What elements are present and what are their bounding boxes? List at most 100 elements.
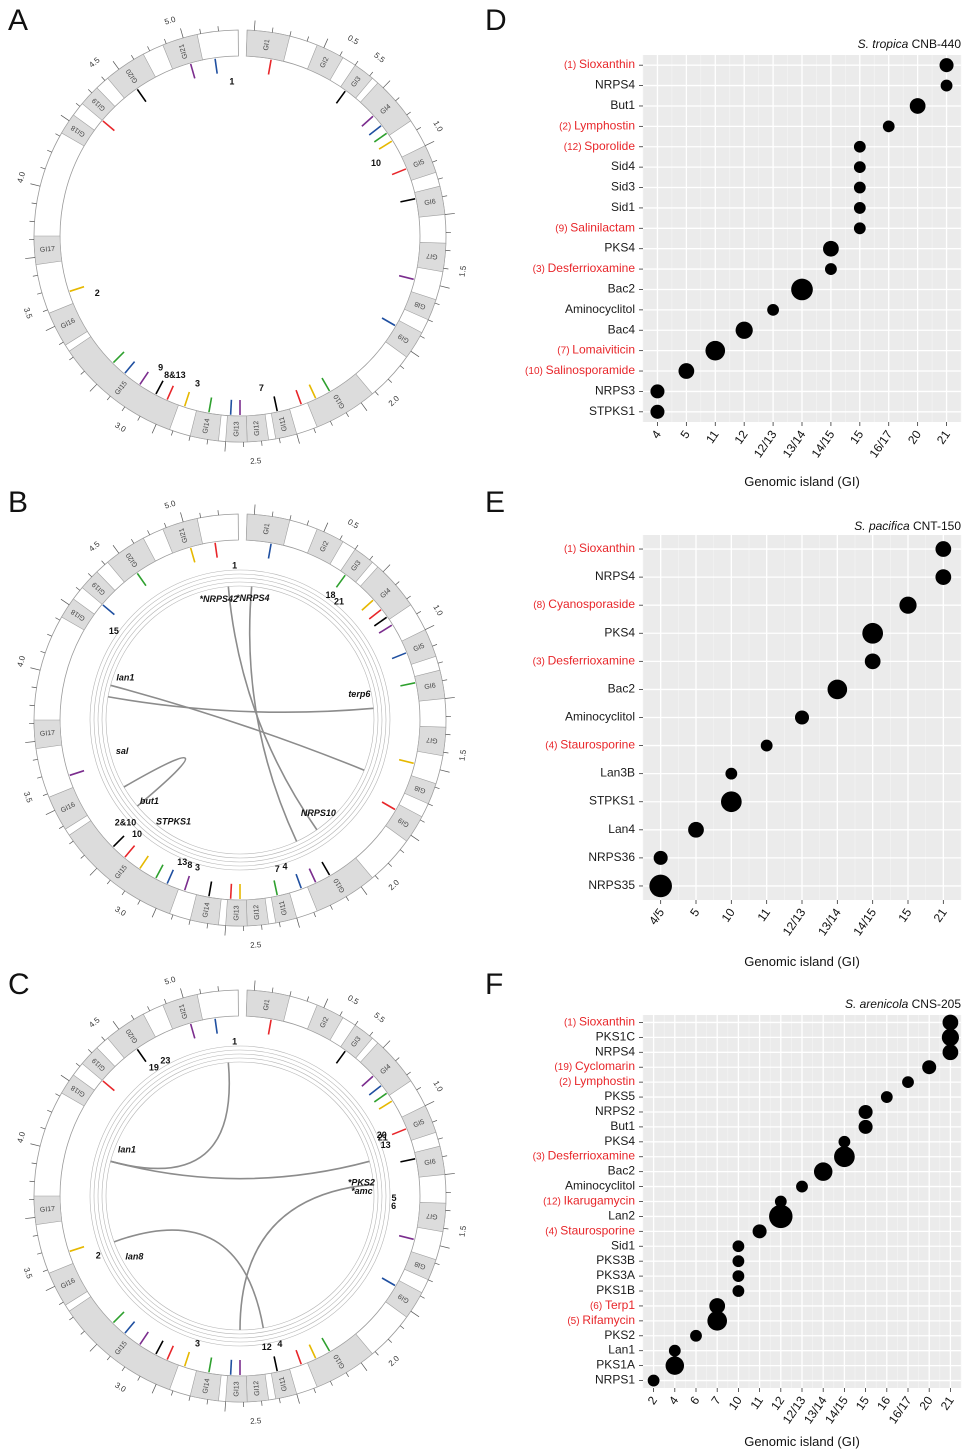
y-tick-label: Bac4 — [608, 322, 636, 336]
bgc-mark — [267, 543, 272, 559]
x-tick-label: 2 — [645, 1393, 660, 1407]
genomic-island-gi9 — [385, 320, 423, 358]
data-point — [939, 58, 954, 73]
bgc-mark — [102, 1080, 115, 1092]
data-point — [940, 79, 953, 92]
genomic-island-gi16 — [48, 1263, 88, 1306]
scale-tick — [271, 987, 274, 993]
scale-tick — [32, 274, 38, 277]
y-tick-label: NRPS36 — [588, 850, 635, 864]
data-point — [942, 1014, 959, 1031]
y-tick-label: Aminocyclitol — [565, 710, 635, 724]
data-point — [796, 1180, 808, 1193]
island-label: GI14 — [202, 1378, 212, 1394]
y-tick-label: STPKS1 — [589, 794, 635, 808]
bgc-mark — [208, 397, 213, 413]
scale-tick — [306, 520, 310, 526]
y-tick-label: (4) Staurosporine — [545, 1224, 635, 1238]
y-tick-label: NRPS1 — [595, 1373, 635, 1387]
y-tick-label: STPKS1 — [589, 404, 635, 418]
scale-tick — [382, 564, 391, 573]
scale-tick — [69, 840, 74, 845]
scale-tick — [261, 924, 263, 930]
island-label: GI11 — [279, 416, 289, 432]
scale-tick — [164, 522, 167, 528]
x-tick-label: 11 — [747, 1393, 766, 1412]
island-label: GI12 — [253, 420, 261, 436]
scale-tick — [437, 177, 443, 180]
y-tick-label: PKS2 — [604, 1328, 635, 1342]
scale-label: 1.0 — [431, 603, 445, 618]
scale-tick — [180, 988, 184, 999]
genomic-island-gi11 — [270, 892, 298, 924]
inner-track — [89, 1045, 391, 1347]
y-tick-label: (4) Staurosporine — [545, 738, 635, 752]
scale-tick — [382, 1040, 391, 1049]
genomic-island-gi16 — [48, 303, 88, 346]
scale-label: 3.0 — [113, 1381, 128, 1395]
island-label: GI7 — [426, 1212, 438, 1220]
bgc-number-label: 10 — [371, 158, 381, 168]
track-label: lan1 — [118, 1145, 136, 1155]
island-label: GI6 — [424, 198, 436, 207]
scale-label: 5.5 — [372, 51, 387, 65]
island-label: GI7 — [426, 736, 438, 744]
y-tick-label: (1) Sioxanthin — [564, 57, 635, 71]
bgc-mark — [136, 1048, 147, 1063]
bgc-mark — [189, 1023, 196, 1039]
y-tick-label: (9) Salinilactam — [555, 220, 635, 234]
genomic-island-gi3 — [340, 548, 373, 583]
bgc-number-label: 1 — [232, 560, 237, 570]
data-point — [813, 1162, 833, 1181]
y-tick-label: NRPS3 — [595, 384, 635, 398]
bgc-mark — [267, 1019, 272, 1035]
genomic-island-gi2 — [307, 528, 344, 565]
island-label: GI12 — [253, 1380, 261, 1396]
scale-tick — [87, 573, 93, 578]
island-label: GI12 — [253, 904, 261, 920]
scale-tick — [87, 1049, 93, 1054]
scale-label: 2.0 — [387, 394, 402, 409]
bgc-mark — [214, 58, 218, 74]
genomic-island-gi15 — [68, 820, 179, 914]
scale-tick — [87, 89, 93, 94]
scale-tick — [428, 319, 433, 323]
scale-tick — [387, 378, 393, 383]
data-point — [922, 1060, 937, 1075]
island-label: GI2 — [319, 1016, 330, 1029]
bgc-number-label: 21 — [334, 596, 344, 606]
scale-tick — [170, 914, 174, 920]
scale-tick — [188, 435, 191, 441]
scale-tick — [164, 998, 167, 1004]
scale-tick — [437, 661, 443, 664]
island-label: GI5 — [413, 643, 426, 654]
bgc-mark — [295, 1349, 302, 1365]
scale-tick — [416, 1087, 422, 1091]
scale-tick — [37, 292, 43, 295]
y-tick-label: (12) Ikarugamycin — [543, 1194, 635, 1208]
scale-label: 3.5 — [22, 1266, 34, 1280]
track-label: *PKS2 — [348, 1178, 375, 1188]
data-point — [853, 202, 866, 214]
genomic-island-gi3 — [340, 1024, 373, 1059]
scale-label: 5.0 — [163, 499, 177, 511]
scale-tick — [278, 922, 281, 928]
y-tick-label: Lan2 — [608, 1209, 635, 1223]
scale-tick — [444, 213, 455, 215]
genomic-island-gi7 — [416, 725, 447, 757]
data-point — [853, 161, 866, 174]
scale-tick — [406, 1071, 411, 1076]
bgc-mark — [381, 317, 396, 327]
bgc-mark — [308, 384, 317, 399]
bgc-mark — [308, 1344, 317, 1359]
scale-tick — [206, 923, 209, 929]
genomic-island-gi20 — [107, 1013, 156, 1059]
scale-tick — [199, 988, 202, 994]
scale-tick — [271, 27, 274, 33]
scale-label: 1.5 — [458, 265, 469, 278]
scale-tick — [289, 991, 292, 997]
y-tick-label: PKS1B — [596, 1283, 635, 1297]
scale-tick — [60, 598, 70, 606]
scale-tick — [69, 1316, 74, 1321]
bgc-mark — [69, 1245, 85, 1253]
